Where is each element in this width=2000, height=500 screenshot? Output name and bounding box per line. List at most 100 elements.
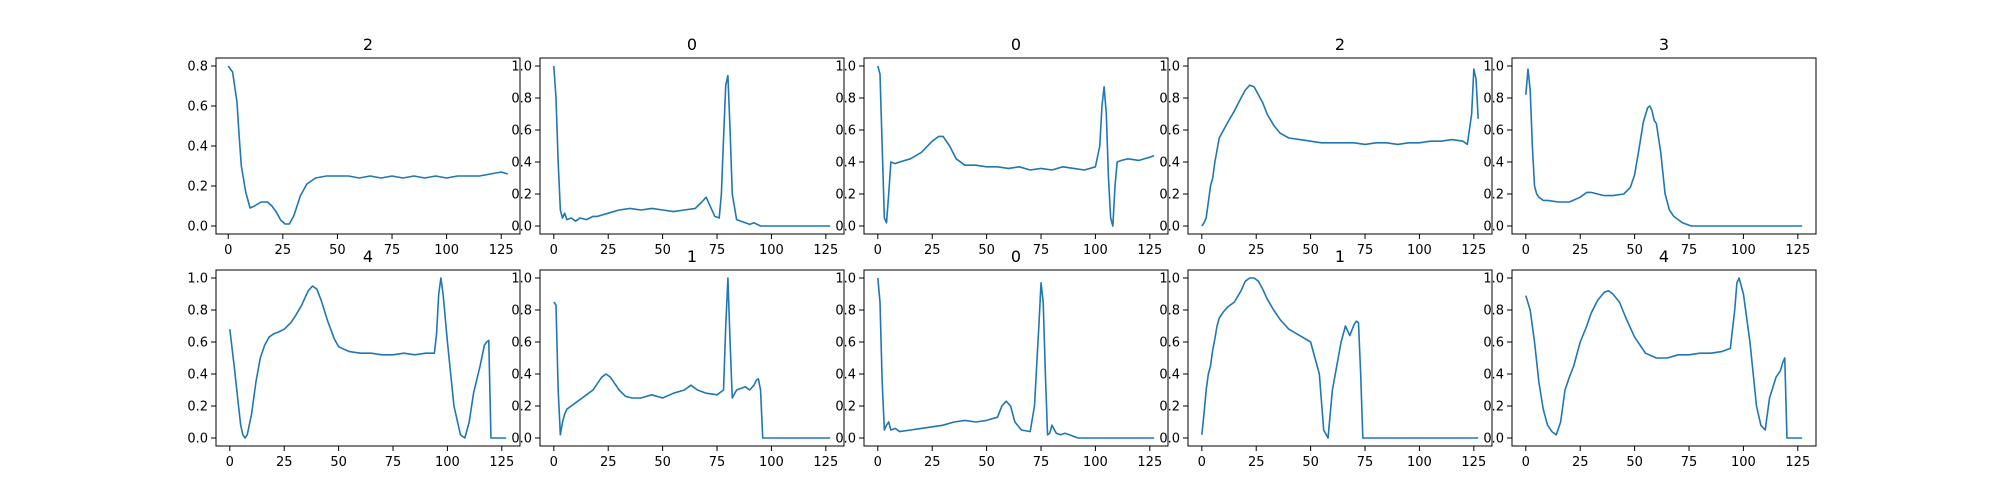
chart-panel-1: 2 0 25 50 75 100 125 0.0 0.2 0.4 0.6 0.8 xyxy=(187,35,521,258)
chart-panel-7: 1 0 25 50 75 100 125 0.0 0.2 0.4 0.6 0.8 1.0 xyxy=(511,247,845,470)
x-tick-label: 100 xyxy=(1731,243,1756,258)
x-tick-label: 0 xyxy=(550,243,558,258)
x-tick-label: 100 xyxy=(1083,455,1108,470)
y-tick-label: 0.2 xyxy=(1483,188,1504,203)
y-tick-label: 1.0 xyxy=(511,60,532,75)
x-tick-label: 125 xyxy=(489,455,514,470)
data-line xyxy=(1525,277,1803,439)
data-line xyxy=(1201,68,1479,227)
x-tick-label: 0 xyxy=(1198,243,1206,258)
y-tick-label: 0.6 xyxy=(1159,124,1180,139)
x-tick-label: 50 xyxy=(1626,455,1643,470)
panel-title: 0 xyxy=(1011,35,1021,54)
panel-title: 3 xyxy=(1659,35,1669,54)
y-tick-label: 0.0 xyxy=(1483,220,1504,235)
data-line xyxy=(553,277,831,439)
panel-title: 2 xyxy=(1335,35,1345,54)
y-tick-label: 0.8 xyxy=(511,304,532,319)
x-tick-label: 25 xyxy=(1572,455,1589,470)
x-tick-label: 25 xyxy=(276,455,293,470)
x-tick-label: 0 xyxy=(874,243,882,258)
x-tick-label: 125 xyxy=(813,455,838,470)
y-tick-label: 0.4 xyxy=(511,156,532,171)
x-tick-label: 125 xyxy=(1137,243,1162,258)
x-tick-label: 50 xyxy=(978,243,995,258)
axes-frame xyxy=(1511,57,1817,235)
y-tick-label: 0.4 xyxy=(835,368,856,383)
chart-panel-3: 0 0 25 50 75 100 125 0.0 0.2 0.4 0.6 0.8 1.0 xyxy=(835,35,1169,258)
x-tick-label: 50 xyxy=(978,455,995,470)
x-tick-label: 25 xyxy=(275,243,292,258)
data-line xyxy=(553,65,831,227)
x-tick-label: 125 xyxy=(489,243,514,258)
panel-title: 1 xyxy=(1335,247,1345,266)
axes-frame xyxy=(215,269,521,447)
y-tick-label: 0.4 xyxy=(1159,156,1180,171)
x-tick-label: 75 xyxy=(1357,243,1374,258)
y-tick-label: 0.8 xyxy=(187,304,208,319)
chart-panel-8: 0 0 25 50 75 100 125 0.0 0.2 0.4 0.6 0.8 1.0 xyxy=(835,247,1169,470)
panel-title: 0 xyxy=(1011,247,1021,266)
x-tick-label: 50 xyxy=(654,455,671,470)
chart-panel-6: 4 0 25 50 75 100 125 0.0 0.2 0.4 0.6 0.8 1.0 xyxy=(187,247,521,470)
x-tick-label: 125 xyxy=(1785,455,1810,470)
axes-frame xyxy=(539,57,845,235)
x-tick-label: 25 xyxy=(1248,455,1265,470)
y-tick-label: 0.8 xyxy=(835,92,856,107)
x-tick-label: 0 xyxy=(1522,455,1530,470)
axes-frame xyxy=(215,57,521,235)
y-tick-label: 0.6 xyxy=(1483,336,1504,351)
y-tick-label: 0.2 xyxy=(1159,188,1180,203)
data-line xyxy=(1201,277,1479,439)
x-tick-label: 50 xyxy=(654,243,671,258)
panel-title: 2 xyxy=(363,35,373,54)
y-tick-label: 0.6 xyxy=(511,124,532,139)
y-tick-label: 1.0 xyxy=(1159,60,1180,75)
y-tick-label: 0.6 xyxy=(511,336,532,351)
x-tick-label: 100 xyxy=(435,455,460,470)
axes-frame xyxy=(1187,57,1493,235)
y-tick-label: 0.6 xyxy=(835,124,856,139)
x-tick-label: 125 xyxy=(1137,455,1162,470)
y-tick-label: 0.8 xyxy=(1483,304,1504,319)
x-tick-label: 125 xyxy=(1461,243,1486,258)
y-tick-label: 0.6 xyxy=(1159,336,1180,351)
y-tick-label: 0.2 xyxy=(835,188,856,203)
chart-panel-2: 0 0 25 50 75 100 125 0.0 0.2 0.4 0.6 0.8 1.0 xyxy=(511,35,845,258)
data-line xyxy=(227,65,509,225)
x-tick-label: 100 xyxy=(1731,455,1756,470)
panel-title: 4 xyxy=(363,247,373,266)
x-tick-label: 50 xyxy=(330,455,347,470)
x-tick-label: 50 xyxy=(329,243,346,258)
y-tick-label: 0.6 xyxy=(835,336,856,351)
x-tick-label: 75 xyxy=(1357,455,1374,470)
y-tick-label: 0.8 xyxy=(187,60,208,75)
x-tick-label: 125 xyxy=(1785,243,1810,258)
y-tick-label: 1.0 xyxy=(1483,272,1504,287)
x-tick-label: 75 xyxy=(1033,243,1050,258)
y-tick-label: 0.6 xyxy=(1483,124,1504,139)
y-tick-label: 0.4 xyxy=(511,368,532,383)
y-tick-label: 0.0 xyxy=(835,432,856,447)
x-tick-label: 100 xyxy=(1407,243,1432,258)
panel-title: 4 xyxy=(1659,247,1669,266)
x-tick-label: 25 xyxy=(924,243,941,258)
x-tick-label: 100 xyxy=(759,243,784,258)
x-tick-label: 75 xyxy=(385,455,402,470)
y-tick-label: 0.2 xyxy=(511,188,532,203)
y-tick-label: 0.0 xyxy=(1483,432,1504,447)
data-line xyxy=(229,277,507,439)
y-tick-label: 0.8 xyxy=(835,304,856,319)
x-tick-label: 0 xyxy=(224,243,232,258)
y-tick-label: 1.0 xyxy=(835,60,856,75)
x-tick-label: 0 xyxy=(1522,243,1530,258)
data-line xyxy=(877,65,1155,227)
x-tick-label: 75 xyxy=(709,243,726,258)
y-tick-label: 0.4 xyxy=(1159,368,1180,383)
data-line xyxy=(1525,68,1803,227)
y-tick-label: 1.0 xyxy=(1159,272,1180,287)
y-tick-label: 0.2 xyxy=(1159,400,1180,415)
x-tick-label: 50 xyxy=(1302,243,1319,258)
chart-panel-10: 4 0 25 50 75 100 125 0.0 0.2 0.4 0.6 0.8 1.0 xyxy=(1483,247,1817,470)
